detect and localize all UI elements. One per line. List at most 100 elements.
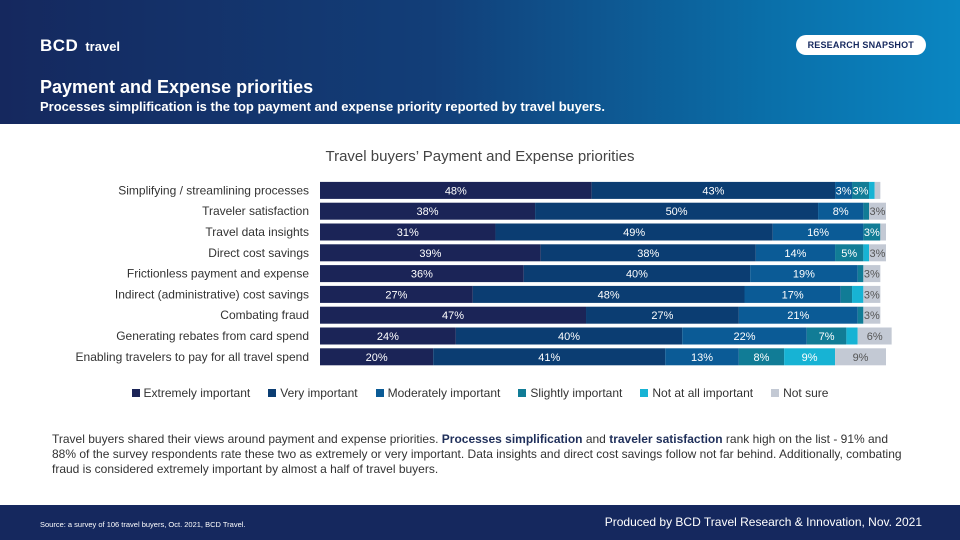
bar-segment — [840, 285, 853, 303]
legend-label: Very important — [280, 386, 358, 400]
bar-segment — [535, 202, 819, 220]
bar-segment — [320, 202, 536, 220]
legend-swatch — [771, 389, 780, 397]
data-label: 3% — [864, 227, 880, 239]
bar-segment — [863, 244, 870, 262]
bar-segment — [835, 244, 864, 262]
bar-segment — [863, 306, 881, 324]
data-label: 3% — [864, 269, 880, 281]
chart-legend: Extremely important Very important Moderat… — [0, 386, 960, 400]
logo-sub: travel — [85, 38, 121, 54]
bar-segment — [857, 265, 864, 283]
legend-item: Extremely important — [131, 386, 250, 400]
bar-segment — [591, 181, 836, 199]
source-note: Source: a survey of 106 travel buyers, O… — [40, 520, 246, 529]
legend-item: Slightly important — [518, 386, 622, 400]
data-label: 48% — [598, 289, 620, 301]
data-label: 41% — [538, 352, 560, 364]
data-label: 39% — [419, 248, 441, 260]
bar-segment — [863, 265, 881, 283]
bar-segment — [433, 348, 666, 366]
bar-segment — [320, 181, 592, 199]
legend-label: Moderately important — [387, 386, 501, 400]
bar-segment — [818, 202, 864, 220]
category-label: Generating rebates from card spend — [116, 329, 309, 343]
bar-segment — [835, 181, 853, 199]
legend-item: Not sure — [771, 386, 828, 400]
summary-paragraph: Travel buyers shared their views around … — [52, 432, 912, 477]
bar-segment — [874, 181, 881, 199]
bar-segment — [320, 244, 541, 262]
data-label: 31% — [397, 227, 419, 239]
summary-text-2: and — [582, 432, 610, 446]
summary-bold-2: traveler satisfaction — [609, 432, 723, 446]
data-label: 19% — [793, 269, 815, 281]
bar-segment — [857, 327, 892, 345]
data-label: 3% — [870, 206, 886, 218]
legend-swatch — [268, 389, 277, 397]
bar-segment — [750, 265, 858, 283]
bar-segment — [320, 223, 496, 241]
legend-label: Not sure — [783, 386, 829, 400]
category-label: Enabling travelers to pay for all travel… — [76, 350, 309, 364]
research-snapshot-badge: RESEARCH SNAPSHOT — [795, 35, 926, 55]
data-label: 49% — [623, 227, 645, 239]
summary-text-1: Travel buyers shared their views around … — [52, 432, 442, 446]
data-label: 9% — [802, 352, 818, 364]
bar-segment — [495, 223, 773, 241]
bar-segment — [682, 327, 807, 345]
data-label: 40% — [626, 269, 648, 281]
bar-segment — [772, 223, 864, 241]
data-label: 9% — [853, 352, 869, 364]
bar-segment — [806, 327, 847, 345]
data-label: 3% — [864, 310, 880, 322]
bar-segment — [744, 285, 841, 303]
category-label: Direct cost savings — [208, 246, 309, 260]
stacked-bar-chart: Simplifying / streamlining processes 48% 4… — [76, 181, 892, 366]
legend-swatch — [640, 389, 649, 397]
data-label: 47% — [442, 310, 464, 322]
data-label: 3% — [836, 185, 852, 197]
data-label: 20% — [366, 352, 388, 364]
data-label: 36% — [411, 269, 433, 281]
bar-segment — [869, 202, 886, 220]
bar-segment — [880, 223, 886, 241]
legend-item: Very important — [268, 386, 358, 400]
legend-item: Not at all important — [640, 386, 753, 400]
bar-segment — [738, 306, 858, 324]
legend-swatch — [375, 389, 384, 397]
data-label: 38% — [417, 206, 439, 218]
bar-segment — [320, 327, 456, 345]
data-label: 27% — [385, 289, 407, 301]
data-label: 3% — [870, 248, 886, 260]
bar-segment — [755, 244, 836, 262]
bar-segment — [738, 348, 785, 366]
category-label: Frictionless payment and expense — [127, 267, 309, 281]
page-title: Payment and Expense priorities — [40, 77, 314, 97]
category-label: Traveler satisfaction — [202, 204, 309, 218]
bar-segment — [857, 306, 864, 324]
summary-bold-1: Processes simplification — [441, 432, 583, 446]
data-label: 22% — [733, 331, 755, 343]
bar-segment — [869, 181, 875, 199]
category-label: Combating fraud — [220, 308, 309, 322]
data-label: 3% — [853, 185, 869, 197]
category-label: Travel data insights — [205, 225, 309, 239]
bar-segment — [852, 181, 870, 199]
bar-segment — [863, 285, 881, 303]
data-label: 8% — [833, 206, 849, 218]
data-label: 8% — [754, 352, 770, 364]
data-label: 16% — [807, 227, 829, 239]
bar-segment — [540, 244, 756, 262]
legend-swatch — [131, 389, 140, 397]
bar-segment — [455, 327, 683, 345]
data-label: 7% — [819, 331, 835, 343]
logo-text: BCD — [40, 36, 79, 55]
bar-segment — [784, 348, 836, 366]
bar-segment — [869, 244, 886, 262]
data-label: 21% — [787, 310, 809, 322]
bar-segment — [835, 348, 886, 366]
data-label: 38% — [637, 248, 659, 260]
legend-item: Moderately important — [375, 386, 501, 400]
bar-segment — [320, 348, 434, 366]
